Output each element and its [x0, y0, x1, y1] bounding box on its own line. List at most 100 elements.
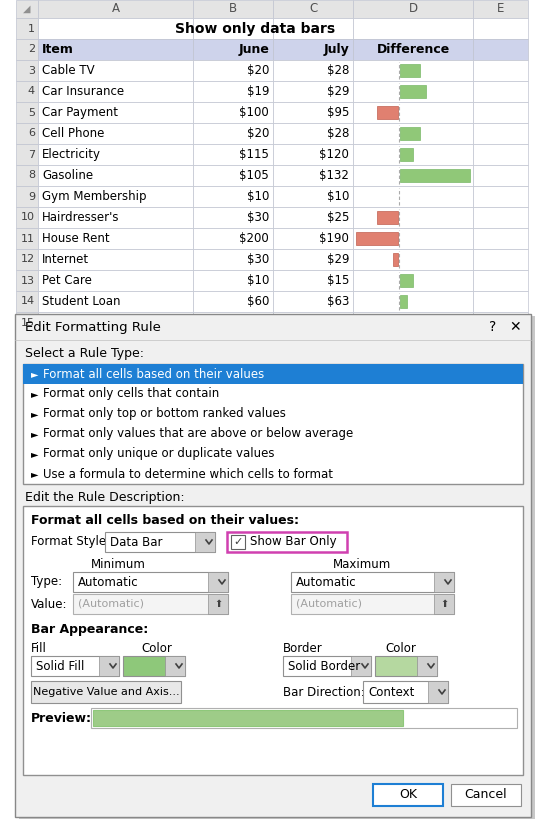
Bar	[273, 0, 353, 18]
Text: $30: $30	[247, 253, 269, 266]
Bar	[123, 656, 185, 676]
Text: D: D	[408, 2, 418, 16]
Text: ✕: ✕	[509, 320, 521, 334]
Text: $120: $120	[319, 148, 349, 161]
Bar	[353, 207, 473, 228]
Bar	[473, 165, 528, 186]
Bar	[208, 594, 228, 614]
Text: July: July	[323, 43, 349, 56]
Bar	[273, 312, 353, 333]
Bar	[38, 123, 193, 144]
Text: ⬆: ⬆	[440, 599, 448, 609]
Text: Hairdresser's: Hairdresser's	[42, 211, 120, 224]
Text: 15: 15	[21, 318, 35, 328]
Text: 1: 1	[28, 23, 35, 34]
Text: Preview:: Preview:	[31, 711, 92, 724]
Bar	[473, 123, 528, 144]
Text: Use a formula to determine which cells to format: Use a formula to determine which cells t…	[43, 468, 333, 480]
Bar	[273, 123, 353, 144]
Text: $63: $63	[327, 295, 349, 308]
Bar	[193, 39, 273, 60]
Bar	[193, 228, 273, 249]
Text: $28: $28	[327, 64, 349, 77]
Bar	[16, 102, 38, 123]
Bar	[208, 572, 228, 592]
Bar	[193, 144, 273, 165]
Bar	[363, 681, 448, 703]
Bar	[231, 535, 245, 549]
Text: Context: Context	[368, 686, 414, 699]
Text: $10: $10	[247, 274, 269, 287]
Bar	[394, 253, 397, 266]
Text: A: A	[111, 2, 120, 16]
Bar	[273, 207, 353, 228]
Text: ?: ?	[489, 320, 497, 334]
Text: Solid Border: Solid Border	[288, 659, 360, 672]
Text: $132: $132	[319, 169, 349, 182]
Text: 4: 4	[28, 87, 35, 97]
Text: ◢: ◢	[23, 4, 31, 14]
Text: Format Style:: Format Style:	[31, 535, 110, 549]
Text: $20: $20	[247, 64, 269, 77]
Text: Fill: Fill	[31, 642, 47, 654]
Text: Format only top or bottom ranked values: Format only top or bottom ranked values	[43, 408, 286, 421]
Bar	[16, 81, 38, 102]
Bar	[473, 207, 528, 228]
Text: ►: ►	[31, 369, 39, 379]
Text: 11: 11	[21, 233, 35, 243]
Text: $60: $60	[247, 295, 269, 308]
Bar	[377, 106, 397, 119]
Bar	[473, 18, 528, 39]
Text: 7: 7	[28, 149, 35, 159]
Text: Gym Membership: Gym Membership	[42, 190, 146, 203]
Text: Format all cells based on their values: Format all cells based on their values	[43, 367, 264, 380]
Bar	[353, 0, 473, 18]
Text: June: June	[238, 43, 269, 56]
Bar	[16, 18, 38, 39]
Bar	[16, 123, 38, 144]
Text: 9: 9	[28, 191, 35, 201]
Bar	[473, 144, 528, 165]
Bar	[38, 312, 193, 333]
Text: (Automatic): (Automatic)	[296, 599, 362, 609]
Text: $200: $200	[239, 232, 269, 245]
Text: Item: Item	[42, 43, 74, 56]
Bar	[473, 0, 528, 18]
Text: $10: $10	[247, 190, 269, 203]
Bar	[193, 186, 273, 207]
Bar	[473, 270, 528, 291]
Text: Cable TV: Cable TV	[42, 64, 94, 77]
Bar	[353, 39, 473, 60]
Bar	[273, 102, 353, 123]
Text: Automatic: Automatic	[78, 576, 139, 588]
Text: $10: $10	[327, 190, 349, 203]
Text: 3: 3	[28, 65, 35, 76]
Bar	[273, 228, 353, 249]
Bar	[451, 784, 521, 806]
Bar	[38, 60, 193, 81]
Text: $29: $29	[327, 253, 349, 266]
Bar	[193, 102, 273, 123]
Text: $100: $100	[239, 106, 269, 119]
Bar	[473, 39, 528, 60]
Bar	[38, 0, 193, 18]
Text: Electricity: Electricity	[42, 148, 101, 161]
Text: Car Insurance: Car Insurance	[42, 85, 124, 98]
Bar	[351, 656, 371, 676]
Bar	[428, 681, 448, 703]
Bar	[193, 60, 273, 81]
Bar	[353, 291, 473, 312]
Text: Show only data bars: Show only data bars	[175, 21, 336, 35]
Text: Format all cells based on their values:: Format all cells based on their values:	[31, 513, 299, 526]
Text: $105: $105	[239, 169, 269, 182]
Text: Cell Phone: Cell Phone	[42, 127, 104, 140]
Text: Data Bar: Data Bar	[110, 535, 163, 549]
Text: $115: $115	[239, 148, 269, 161]
Bar	[193, 249, 273, 270]
Text: 2: 2	[28, 45, 35, 54]
Bar	[273, 81, 353, 102]
Bar	[353, 270, 473, 291]
Text: C: C	[309, 2, 317, 16]
Bar	[15, 314, 531, 817]
Bar	[16, 39, 38, 60]
